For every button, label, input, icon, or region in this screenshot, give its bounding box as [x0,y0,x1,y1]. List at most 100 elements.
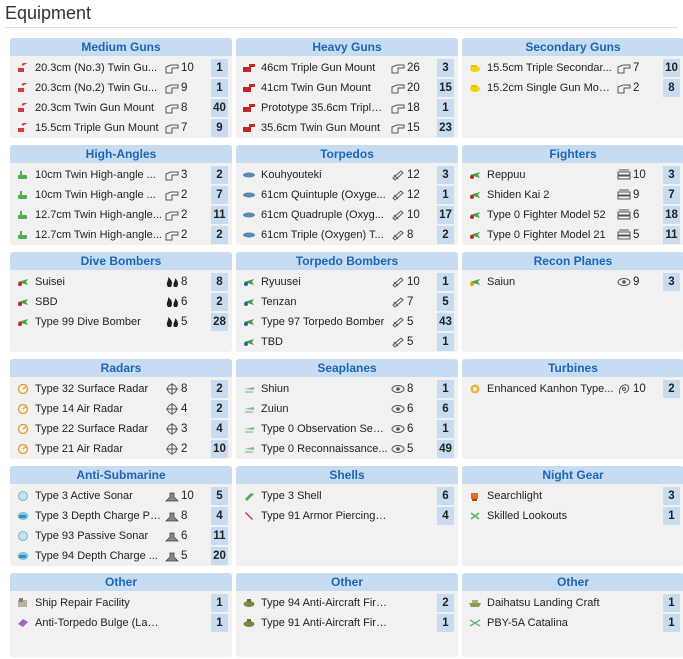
section-header: Medium Guns [10,38,232,56]
equipment-row[interactable]: Type 94 Depth Charge ... 5 20 [10,546,232,566]
torpedo-stat-icon [391,169,405,181]
equipment-name: Skilled Lookouts [487,510,568,522]
equipment-row[interactable]: Type 32 Surface Radar 8 2 [10,379,232,399]
equipment-name: 20.3cm Twin Gun Mount [35,102,155,114]
equipment-row[interactable]: 20.3cm (No.3) Twin Gu... 10 1 [10,58,232,78]
section-heavy-guns: Heavy Guns 46cm Triple Gun Mount 26 3 41cm T… [236,38,458,138]
equipment-row[interactable]: Type 14 Air Radar 4 2 [10,399,232,419]
equipment-row[interactable]: Shiden Kai 2 9 7 [462,185,683,205]
accuracy-icon [165,443,179,455]
equipment-row[interactable]: 15.5cm Triple Secondar... 7 10 [462,58,683,78]
firepower-icon [617,62,631,74]
equipment-row[interactable]: PBY-5A Catalina 1 [462,613,683,633]
equipment-row[interactable]: Type 3 Shell 6 [236,486,458,506]
equipment-row[interactable]: Type 0 Fighter Model 52 6 18 [462,205,683,225]
equipment-row[interactable]: Type 0 Reconnaissance... 5 49 [236,439,458,459]
equipment-row[interactable]: Type 22 Surface Radar 3 4 [10,419,232,439]
section-fighters: Fighters Reppuu 10 3 Shiden Kai 2 9 7 Type 0 Fi… [462,145,683,245]
equipment-row[interactable]: 12.7cm Twin High-angle... 2 2 [10,225,232,245]
equipment-row[interactable]: Ryuusei 10 1 [236,272,458,292]
equipment-name: Suisei [35,276,65,288]
equipment-row[interactable]: Daihatsu Landing Craft 1 [462,593,683,613]
equipment-row[interactable]: 61cm Quintuple (Oxyge... 12 1 [236,185,458,205]
equipment-row[interactable]: 35.6cm Twin Gun Mount 15 23 [236,118,458,138]
equipment-name: Type 0 Fighter Model 52 [487,209,606,221]
count-badge: 1 [437,273,454,291]
equipment-row[interactable]: Suisei 8 8 [10,272,232,292]
count-badge: 2 [437,226,454,244]
equipment-row[interactable]: Type 99 Dive Bomber 5 28 [10,312,232,332]
equipment-row[interactable]: Type 97 Torpedo Bomber 5 43 [236,312,458,332]
equipment-row[interactable]: TBD 5 1 [236,332,458,352]
equipment-row[interactable]: 20.3cm (No.2) Twin Gu... 9 1 [10,78,232,98]
equipment-row[interactable]: 15.2cm Single Gun Mount 2 8 [462,78,683,98]
equipment-row[interactable]: Type 21 Air Radar 2 10 [10,439,232,459]
equipment-row[interactable]: Type 94 Anti-Aircraft Fire Director 2 [236,593,458,613]
count-badge: 17 [437,206,454,224]
equipment-row[interactable]: 12.7cm Twin High-angle... 2 11 [10,205,232,225]
anti-air-icon [617,229,631,241]
equipment-row[interactable]: Type 3 Depth Charge Pr... 8 4 [10,506,232,526]
equipment-row[interactable]: Anti-Torpedo Bulge (Large) 1 [10,613,232,633]
equipment-name: 15.5cm Triple Secondar... [487,62,612,74]
equipment-row[interactable]: 10cm Twin High-angle ... 2 7 [10,185,232,205]
stat-value: 2 [181,443,188,455]
equipment-row[interactable]: Zuiun 6 6 [236,399,458,419]
equipment-row[interactable]: 10cm Twin High-angle ... 3 2 [10,165,232,185]
equipment-row[interactable]: Saiun 9 3 [462,272,683,292]
section-header: High-Angles [10,145,232,163]
equipment-row[interactable]: Reppuu 10 3 [462,165,683,185]
fighter-plane-icon [469,210,481,220]
stat-value: 5 [181,550,188,562]
equipment-row[interactable]: Shiun 8 1 [236,379,458,399]
line-of-sight-icon [391,403,405,415]
ap-shell-icon [243,511,255,521]
equipment-row[interactable]: Type 3 Active Sonar 10 5 [10,486,232,506]
stat-value: 3 [181,423,188,435]
equipment-row[interactable]: Ship Repair Facility 1 [10,593,232,613]
equipment-row[interactable]: SBD 6 2 [10,292,232,312]
equipment-row[interactable]: Type 91 Anti-Aircraft Fire Director 1 [236,613,458,633]
equipment-name: Type 0 Fighter Model 21 [487,229,606,241]
radar-icon [17,404,29,414]
type3-shell-icon [243,491,255,501]
firepower-icon [165,169,179,181]
equipment-name: Type 91 Armor Piercing Shell [261,510,388,522]
equipment-row[interactable]: 61cm Triple (Oxygen) T... 8 2 [236,225,458,245]
stat-value: 18 [407,102,420,114]
equipment-row[interactable]: Searchlight 3 [462,486,683,506]
stat-value: 9 [633,189,640,201]
count-badge: 1 [437,333,454,351]
section-night-gear: Night Gear Searchlight 3 Skilled Lookouts 1 [462,466,683,566]
equipment-row[interactable]: 15.5cm Triple Gun Mount 7 9 [10,118,232,138]
section-turbines: Turbines Enhanced Kanhon Type... 10 2 [462,359,683,459]
torpedo-bomber-icon [243,317,255,327]
equipment-row[interactable]: Prototype 35.6cm Triple ... 18 1 [236,98,458,118]
secondary-gun-icon [469,83,481,93]
equipment-row[interactable]: 61cm Quadruple (Oxyg... 10 17 [236,205,458,225]
count-badge: 4 [211,420,228,438]
equipment-row[interactable]: Type 93 Passive Sonar 6 11 [10,526,232,546]
equipment-row[interactable]: Type 0 Observation Sea... 6 1 [236,419,458,439]
section-header: Dive Bombers [10,252,232,270]
equipment-row[interactable]: Skilled Lookouts 1 [462,506,683,526]
stat-value: 7 [633,62,640,74]
equipment-row[interactable]: 46cm Triple Gun Mount 26 3 [236,58,458,78]
count-badge: 3 [663,166,680,184]
equipment-row[interactable]: Type 0 Fighter Model 21 5 11 [462,225,683,245]
equipment-row[interactable]: Enhanced Kanhon Type... 10 2 [462,379,683,399]
count-badge: 28 [211,313,228,331]
stat-value: 8 [181,510,188,522]
equipment-row[interactable]: Tenzan 7 5 [236,292,458,312]
count-badge: 10 [663,59,680,77]
count-badge: 1 [437,420,454,438]
torpedo-stat-icon [391,276,405,288]
stat-value: 2 [633,82,640,94]
equipment-row[interactable]: 41cm Twin Gun Mount 20 15 [236,78,458,98]
equipment-row[interactable]: 20.3cm Twin Gun Mount 8 40 [10,98,232,118]
count-badge: 11 [211,206,228,224]
equipment-row[interactable]: Kouhyouteki 12 3 [236,165,458,185]
equipment-row[interactable]: Type 91 Armor Piercing Shell 4 [236,506,458,526]
stat-value: 5 [407,336,414,348]
equipment-name: Tenzan [261,296,297,308]
